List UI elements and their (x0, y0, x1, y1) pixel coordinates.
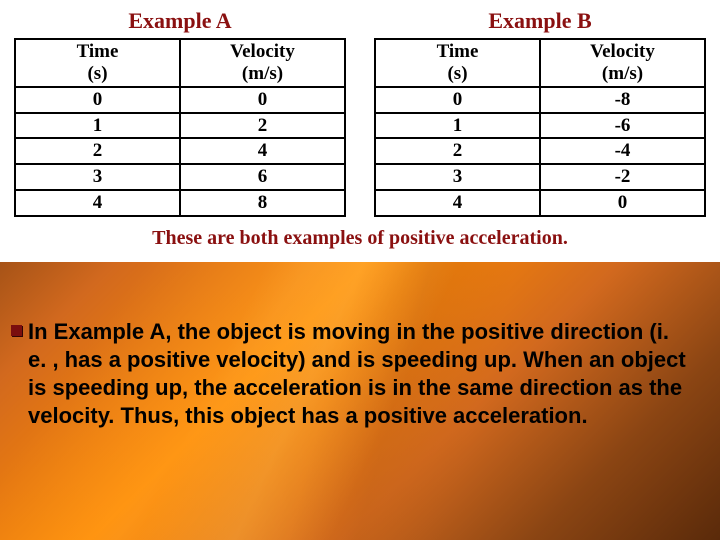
cell: -4 (540, 138, 705, 164)
table-row: 48 (15, 190, 345, 216)
header-text: Time (437, 41, 479, 62)
table-row: 3-2 (375, 164, 705, 190)
cell: 1 (375, 113, 540, 139)
cell: 4 (15, 190, 180, 216)
tables-row: Example A Time (s) Velocity (m/s) 00 12 … (14, 8, 706, 217)
cell: 0 (375, 87, 540, 113)
table-row: 00 (15, 87, 345, 113)
table-row: 1-6 (375, 113, 705, 139)
cell: 0 (15, 87, 180, 113)
example-a-title: Example A (14, 8, 346, 34)
cell: 0 (180, 87, 345, 113)
header-text: Time (77, 41, 119, 62)
table-row: 40 (375, 190, 705, 216)
col-header-velocity: Velocity (m/s) (180, 39, 345, 87)
cell: 4 (180, 138, 345, 164)
body-paragraph: In Example A, the object is moving in th… (28, 318, 692, 431)
header-unit: (s) (447, 63, 467, 84)
example-a-table: Time (s) Velocity (m/s) 00 12 24 36 48 (14, 38, 346, 217)
header-unit: (s) (87, 63, 107, 84)
table-row: 36 (15, 164, 345, 190)
cell: 8 (180, 190, 345, 216)
table-header-row: Time (s) Velocity (m/s) (15, 39, 345, 87)
cell: 0 (540, 190, 705, 216)
tables-caption: These are both examples of positive acce… (14, 227, 706, 250)
example-a-block: Example A Time (s) Velocity (m/s) 00 12 … (14, 8, 346, 217)
cell: 3 (15, 164, 180, 190)
cell: 2 (180, 113, 345, 139)
cell: 2 (15, 138, 180, 164)
cell: 4 (375, 190, 540, 216)
table-row: 0-8 (375, 87, 705, 113)
table-row: 24 (15, 138, 345, 164)
example-b-table: Time (s) Velocity (m/s) 0-8 1-6 2-4 3-2 … (374, 38, 706, 217)
header-unit: (m/s) (602, 63, 643, 84)
cell: 3 (375, 164, 540, 190)
cell: -2 (540, 164, 705, 190)
bullet-icon (11, 325, 22, 336)
cell: 1 (15, 113, 180, 139)
example-b-title: Example B (374, 8, 706, 34)
col-header-time: Time (s) (375, 39, 540, 87)
header-text: Velocity (230, 41, 295, 62)
col-header-time: Time (s) (15, 39, 180, 87)
header-unit: (m/s) (242, 63, 283, 84)
cell: 6 (180, 164, 345, 190)
cell: 2 (375, 138, 540, 164)
example-b-block: Example B Time (s) Velocity (m/s) 0-8 1-… (374, 8, 706, 217)
table-row: 12 (15, 113, 345, 139)
table-header-row: Time (s) Velocity (m/s) (375, 39, 705, 87)
cell: -8 (540, 87, 705, 113)
col-header-velocity: Velocity (m/s) (540, 39, 705, 87)
tables-panel: Example A Time (s) Velocity (m/s) 00 12 … (0, 0, 720, 262)
table-row: 2-4 (375, 138, 705, 164)
header-text: Velocity (590, 41, 655, 62)
cell: -6 (540, 113, 705, 139)
